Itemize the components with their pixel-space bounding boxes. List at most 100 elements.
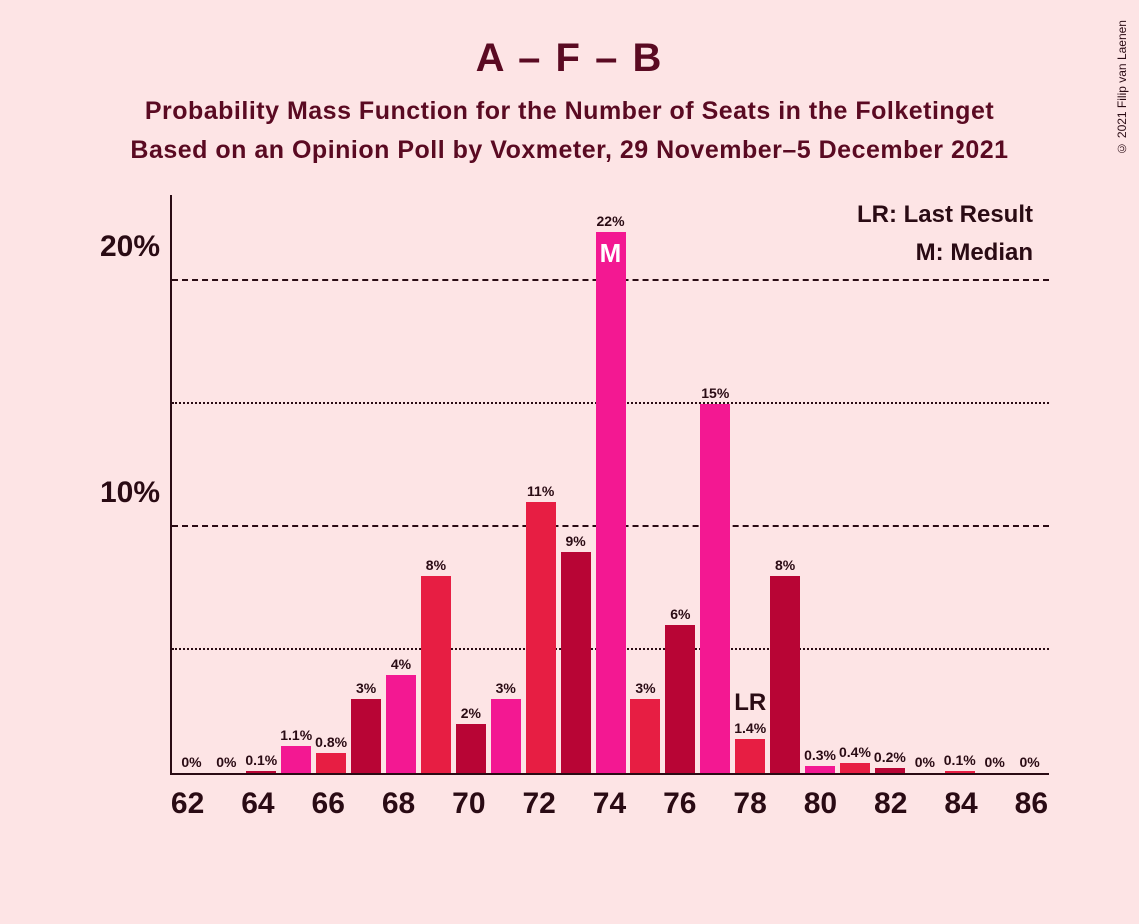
bar-slot: 4% — [384, 195, 419, 773]
bar: 1.4%LR — [735, 739, 765, 773]
bar-value-label: 1.1% — [280, 727, 312, 746]
bar-slot: 0.4% — [838, 195, 873, 773]
bar-slot: 0.2% — [872, 195, 907, 773]
bar: 11% — [526, 502, 556, 773]
chart-title: A – F – B — [50, 36, 1089, 81]
y-axis-label: 10% — [100, 476, 172, 510]
bar-slot: 2% — [453, 195, 488, 773]
bar-slot: 0.8% — [314, 195, 349, 773]
x-axis-tick: 80 — [803, 779, 838, 825]
bar-slot: 11% — [523, 195, 558, 773]
bar-slot: 0% — [209, 195, 244, 773]
bar-value-label: 2% — [461, 705, 481, 724]
x-axis-tick — [205, 779, 240, 825]
bar-value-label: 0% — [181, 754, 201, 773]
x-axis-tick: 70 — [451, 779, 486, 825]
bar-value-label: 0% — [915, 754, 935, 773]
bar-slot: 3% — [488, 195, 523, 773]
bar-value-label: 0.1% — [245, 752, 277, 771]
bar-value-label: 0.8% — [315, 734, 347, 753]
bar-value-label: 11% — [527, 483, 554, 502]
bar-value-label: 0% — [985, 754, 1005, 773]
x-axis-tick — [979, 779, 1014, 825]
chart: LR: Last Result M: Median 10%20% 0%0%0.1… — [120, 195, 1059, 825]
x-axis-tick — [768, 779, 803, 825]
bar-value-label: 15% — [701, 385, 729, 404]
x-axis-tick: 86 — [1014, 779, 1049, 825]
bar-slot: 6% — [663, 195, 698, 773]
bar: 0.1% — [246, 771, 276, 773]
x-axis-tick — [486, 779, 521, 825]
bar-value-label: 0.4% — [839, 744, 871, 763]
x-axis-tick: 62 — [170, 779, 205, 825]
bar-value-label: 0.3% — [804, 747, 836, 766]
bar-value-label: 22% — [597, 213, 625, 232]
median-marker: M — [600, 238, 622, 269]
bar-value-label: 0.2% — [874, 749, 906, 768]
bar-slot: 22% M — [593, 195, 628, 773]
x-axis-tick — [416, 779, 451, 825]
bar: 3% — [491, 699, 521, 773]
x-axis-tick: 72 — [522, 779, 557, 825]
bar-slot: 0% — [1012, 195, 1047, 773]
x-axis-labels: 62646668707274767880828486 — [170, 779, 1049, 825]
bar-value-label: 9% — [565, 533, 585, 552]
bar: 9% — [561, 552, 591, 773]
x-axis-tick — [557, 779, 592, 825]
bar: 0.8% — [316, 753, 346, 773]
bar: 1.1% — [281, 746, 311, 773]
copyright-text: © 2021 Filip van Laenen — [1115, 20, 1129, 155]
y-axis-label: 20% — [100, 230, 172, 264]
bar: 8% — [421, 576, 451, 773]
bar: 3% — [351, 699, 381, 773]
bar-slot: 15% — [698, 195, 733, 773]
bar: 2% — [456, 724, 486, 773]
bar-value-label: 0% — [216, 754, 236, 773]
bar-value-label: 3% — [635, 680, 655, 699]
x-axis-tick: 66 — [311, 779, 346, 825]
bar-value-label: 0.1% — [944, 752, 976, 771]
bar-value-label: 8% — [775, 557, 795, 576]
bar-slot: 0% — [907, 195, 942, 773]
x-axis-tick: 74 — [592, 779, 627, 825]
bar-value-label: 6% — [670, 606, 690, 625]
bar-slot: 3% — [628, 195, 663, 773]
plot-area: LR: Last Result M: Median 10%20% 0%0%0.1… — [170, 195, 1049, 775]
bar-slot: 0.1% — [244, 195, 279, 773]
bar-value-label: 0% — [1019, 754, 1039, 773]
x-axis-tick — [346, 779, 381, 825]
bar: 15% — [700, 404, 730, 773]
bar: 3% — [630, 699, 660, 773]
bar-slot: 8% — [768, 195, 803, 773]
bar-value-label: 4% — [391, 656, 411, 675]
x-axis-tick — [697, 779, 732, 825]
bar-slot: 0.3% — [803, 195, 838, 773]
chart-subtitle-1: Probability Mass Function for the Number… — [50, 97, 1089, 126]
bar-value-label: 3% — [496, 680, 516, 699]
bars-container: 0%0%0.1%1.1%0.8%3%4%8%2%3%11%9%22%M3%6%1… — [172, 195, 1049, 773]
x-axis-tick — [838, 779, 873, 825]
bar-slot: 0% — [174, 195, 209, 773]
x-axis-tick — [275, 779, 310, 825]
bar-slot: 1.4%LR — [733, 195, 768, 773]
bar: 8% — [770, 576, 800, 773]
bar: 0.2% — [875, 768, 905, 773]
x-axis-tick — [627, 779, 662, 825]
bar: 0.3% — [805, 766, 835, 773]
bar: 0.1% — [945, 771, 975, 773]
bar: 22%M — [596, 232, 626, 773]
x-axis-tick: 84 — [943, 779, 978, 825]
x-axis-tick: 78 — [733, 779, 768, 825]
bar: 6% — [665, 625, 695, 773]
x-axis-tick: 68 — [381, 779, 416, 825]
bar-slot: 3% — [349, 195, 384, 773]
chart-subtitle-2: Based on an Opinion Poll by Voxmeter, 29… — [50, 136, 1089, 165]
x-axis-tick: 64 — [240, 779, 275, 825]
bar-value-label: 8% — [426, 557, 446, 576]
bar-slot: 0% — [977, 195, 1012, 773]
bar: 4% — [386, 675, 416, 773]
bar-value-label: 3% — [356, 680, 376, 699]
bar: 0.4% — [840, 763, 870, 773]
bar-slot: 0.1% — [942, 195, 977, 773]
bar-slot: 9% — [558, 195, 593, 773]
